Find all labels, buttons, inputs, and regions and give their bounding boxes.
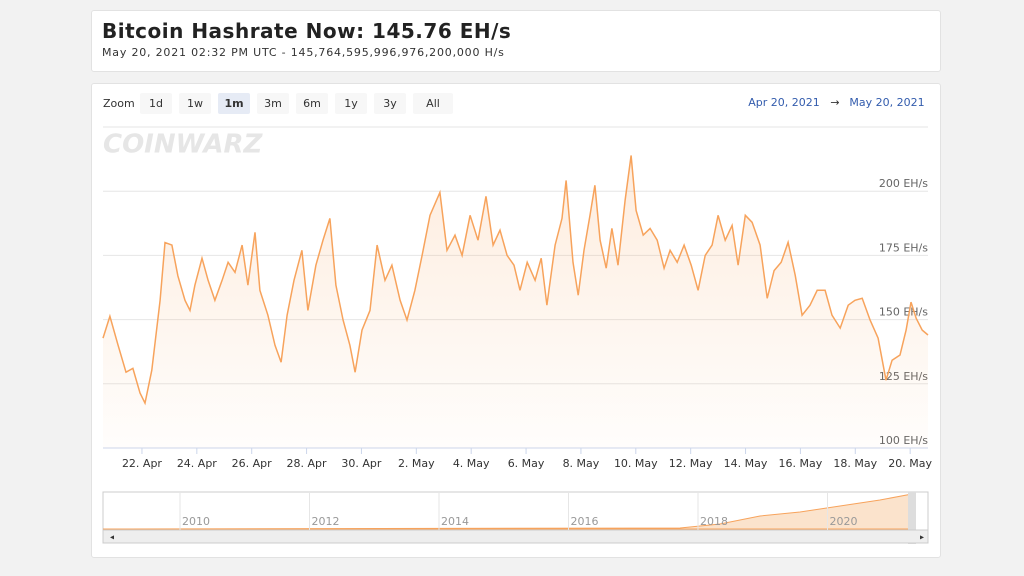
scrollbar[interactable] (102, 529, 929, 544)
x-tick-label: 16. May (779, 457, 823, 470)
zoom-button[interactable] (218, 93, 250, 114)
header-card: Bitcoin Hashrate Now: 145.76 EH/s May 20… (91, 10, 941, 72)
x-tick-label: 4. May (453, 457, 490, 470)
navigator-label: 2012 (312, 515, 340, 528)
zoom-button[interactable] (179, 93, 211, 114)
range-from: Apr 20, 2021 (748, 96, 820, 109)
x-tick-label: 18. May (833, 457, 877, 470)
x-tick-label: 14. May (724, 457, 768, 470)
hashrate: 145,764,595,996,976,200,000 H/s (290, 46, 505, 59)
zoom-button-label[interactable]: 1m (224, 97, 243, 110)
subtitle: May 20, 2021 02:32 PM UTC - 145,764,595,… (102, 46, 505, 59)
zoom-button-label[interactable]: 1w (187, 97, 203, 110)
zoom-button-label[interactable]: 3y (383, 97, 397, 110)
navigator-label: 2020 (830, 515, 858, 528)
timestamp: May 20, 2021 02:32 PM UTC (102, 46, 278, 59)
zoom-button-label[interactable]: 3m (264, 97, 282, 110)
x-tick-label: 2. May (398, 457, 435, 470)
zoom-button-label[interactable]: 1y (344, 97, 358, 110)
zoom-button[interactable] (296, 93, 328, 114)
zoom-button[interactable] (257, 93, 289, 114)
area-fill (103, 155, 928, 448)
title: Bitcoin Hashrate Now: 145.76 EH/s (102, 19, 512, 43)
zoom-button[interactable] (140, 93, 172, 114)
watermark: COINWARZ (103, 130, 264, 160)
navigator-handle[interactable] (908, 492, 916, 544)
x-tick-label: 8. May (563, 457, 600, 470)
zoom-button[interactable] (335, 93, 367, 114)
scroll-right[interactable]: ▸ (920, 533, 924, 542)
x-tick-label: 26. Apr (232, 457, 272, 470)
x-tick-label: 10. May (614, 457, 658, 470)
x-tick-label: 22. Apr (122, 457, 162, 470)
y-tick-label: 200 EH/s (879, 177, 928, 190)
x-tick-label: 20. May (888, 457, 932, 470)
navigator-label: 2018 (700, 515, 728, 528)
y-tick-label: 150 EH/s (879, 306, 928, 319)
navigator-label: 2016 (571, 515, 599, 528)
separator: - (281, 46, 287, 59)
x-tick-label: 12. May (669, 457, 713, 470)
zoom-button-label[interactable]: 6m (303, 97, 321, 110)
zoom-button[interactable] (374, 93, 406, 114)
line (102, 155, 929, 406)
x-tick-label: 6. May (508, 457, 545, 470)
navigator-area (102, 493, 913, 530)
range-arrow: → (830, 96, 839, 109)
y-tick-label: 175 EH/s (879, 241, 928, 254)
navigator-label: 2010 (182, 515, 210, 528)
x-tick-label: 24. Apr (177, 457, 217, 470)
zoom-button[interactable] (413, 93, 453, 114)
zoom-button-label[interactable]: All (426, 97, 440, 110)
scroll-left[interactable]: ◂ (110, 533, 114, 542)
range-to: May 20, 2021 (849, 96, 924, 109)
x-tick-label: 30. Apr (341, 457, 381, 470)
x-tick-label: 28. Apr (287, 457, 327, 470)
navigator-label: 2014 (441, 515, 469, 528)
zoom-label: Zoom (103, 97, 135, 110)
zoom-button-label[interactable]: 1d (149, 97, 163, 110)
